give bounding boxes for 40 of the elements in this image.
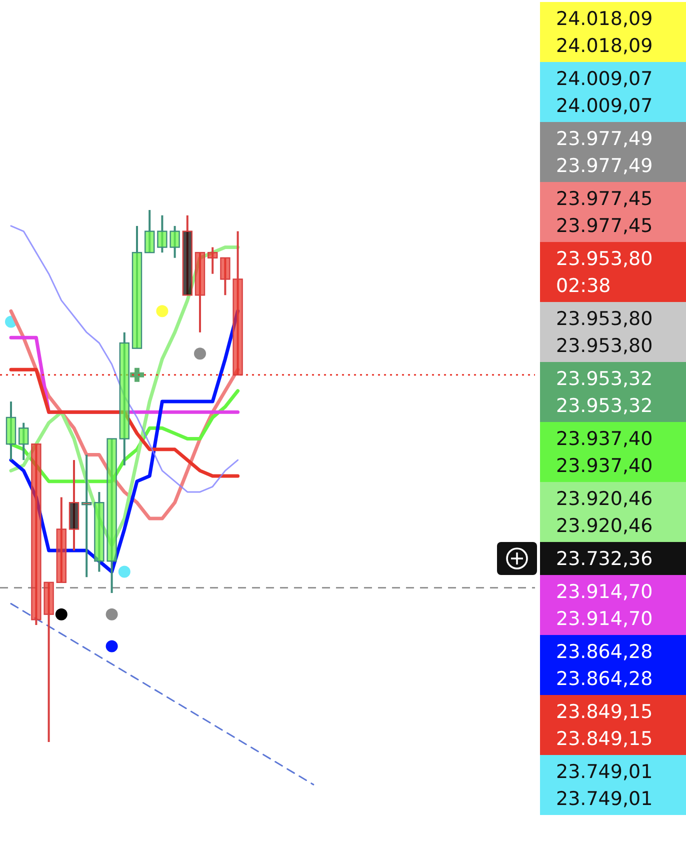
candlestick <box>208 246 218 275</box>
text: 23.953,32 <box>556 395 653 417</box>
point <box>106 640 118 652</box>
text: 23.977,49 <box>556 155 653 177</box>
text: 23.953,80 <box>556 248 653 270</box>
text: 24.018,09 <box>556 8 653 30</box>
text: 23.953,80 <box>556 335 653 357</box>
text: 23.849,15 <box>556 728 653 750</box>
point <box>194 348 206 360</box>
candlestick <box>170 224 180 259</box>
text: 23.977,49 <box>556 128 653 150</box>
point <box>118 566 130 578</box>
text: 23.920,46 <box>556 488 653 510</box>
point <box>156 305 168 318</box>
text: 02:38 <box>556 275 611 297</box>
point <box>55 608 68 620</box>
candlestick <box>157 214 168 254</box>
text: 23.749,01 <box>556 761 653 783</box>
candlestick <box>18 422 29 462</box>
text: 23.937,40 <box>556 428 653 450</box>
text: 23.953,32 <box>556 368 653 390</box>
text: 23.920,46 <box>556 515 653 537</box>
text: 24.009,07 <box>556 68 653 90</box>
text: 23.849,15 <box>556 701 653 723</box>
candlestick <box>220 256 230 296</box>
text: 23.749,01 <box>556 788 653 810</box>
candlestick <box>144 209 155 254</box>
text: 23.864,28 <box>556 668 653 690</box>
text: 23.977,45 <box>556 215 653 237</box>
text: 23.864,28 <box>556 641 653 663</box>
text: 23.953,80 <box>556 308 653 330</box>
text: 24.018,09 <box>556 35 653 57</box>
text: 23.977,45 <box>556 188 653 210</box>
text: 23.937,40 <box>556 455 653 477</box>
point <box>106 608 118 620</box>
text: 24.009,07 <box>556 95 653 117</box>
text: 23.914,70 <box>556 608 653 630</box>
text: 23.732,36 <box>556 548 653 570</box>
candlestick <box>82 454 92 578</box>
text: 23.914,70 <box>556 581 653 603</box>
